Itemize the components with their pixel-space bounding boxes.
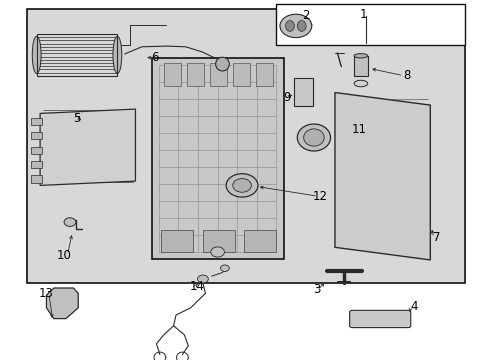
Ellipse shape	[297, 124, 330, 151]
Bar	[232, 63, 249, 86]
FancyBboxPatch shape	[349, 310, 410, 328]
Bar	[163, 63, 181, 86]
Bar	[209, 63, 226, 86]
Bar	[31, 147, 42, 154]
Text: 11: 11	[351, 123, 366, 136]
Ellipse shape	[32, 36, 41, 73]
Bar	[161, 230, 193, 252]
Ellipse shape	[353, 80, 367, 87]
Ellipse shape	[303, 129, 324, 146]
Text: 7: 7	[432, 231, 439, 244]
Ellipse shape	[297, 21, 305, 31]
Polygon shape	[334, 93, 429, 260]
Ellipse shape	[279, 14, 311, 37]
Polygon shape	[46, 288, 78, 319]
Bar	[31, 118, 42, 125]
Bar	[353, 56, 367, 76]
Text: 8: 8	[403, 69, 410, 82]
Bar	[151, 58, 283, 259]
Circle shape	[64, 218, 76, 226]
Bar	[27, 9, 464, 283]
Text: 5: 5	[73, 112, 81, 125]
Bar	[31, 132, 42, 139]
Circle shape	[220, 265, 229, 271]
Text: 4: 4	[410, 300, 417, 313]
Polygon shape	[40, 109, 135, 185]
Bar	[203, 230, 234, 252]
Ellipse shape	[285, 21, 294, 31]
Bar	[255, 63, 272, 86]
Text: 12: 12	[312, 190, 327, 203]
Ellipse shape	[353, 54, 367, 58]
Bar	[37, 34, 117, 76]
Text: 2: 2	[302, 9, 309, 22]
Ellipse shape	[215, 57, 229, 71]
Bar	[276, 4, 464, 45]
Text: 1: 1	[359, 8, 366, 21]
Circle shape	[197, 275, 208, 283]
Bar	[294, 78, 312, 106]
Text: 10: 10	[56, 249, 71, 262]
Text: 14: 14	[189, 280, 204, 293]
Text: 13: 13	[39, 287, 54, 300]
Bar	[186, 63, 203, 86]
Text: 3: 3	[312, 283, 320, 296]
Text: 6: 6	[151, 51, 159, 64]
Bar	[31, 161, 42, 168]
Ellipse shape	[113, 36, 122, 73]
Bar	[244, 230, 276, 252]
Ellipse shape	[225, 174, 258, 197]
Circle shape	[210, 247, 224, 257]
Bar	[31, 175, 42, 183]
Ellipse shape	[232, 179, 251, 192]
Text: 9: 9	[283, 91, 290, 104]
